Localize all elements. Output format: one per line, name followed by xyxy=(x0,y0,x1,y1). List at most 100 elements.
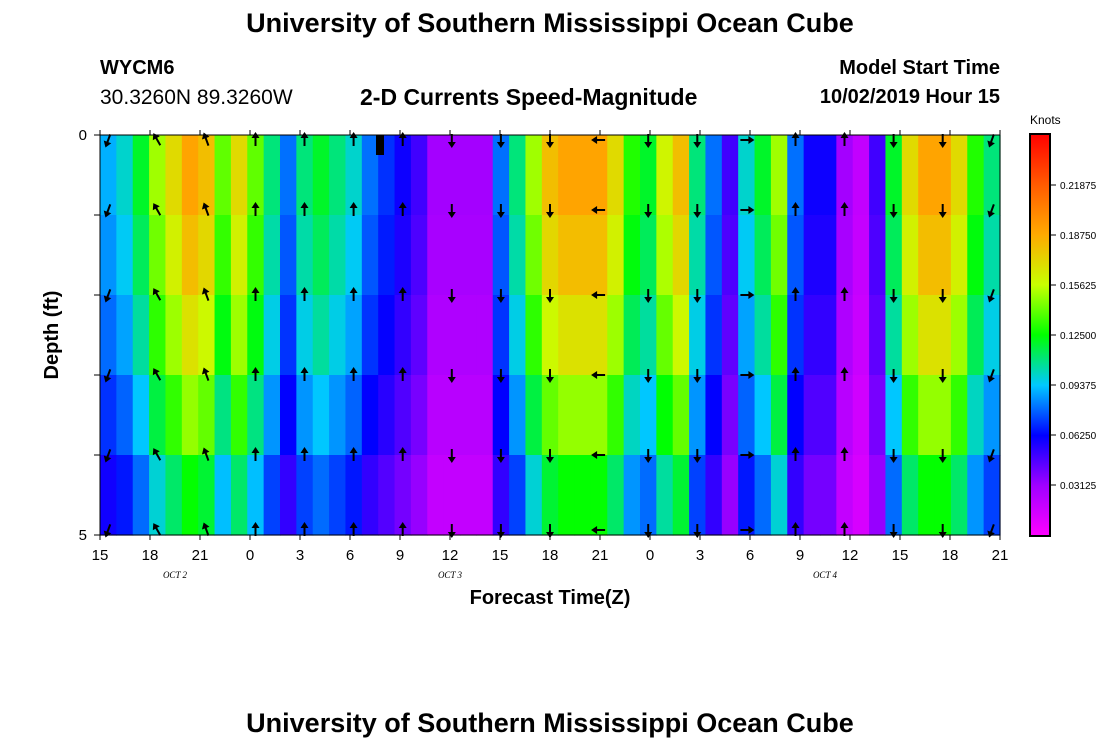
current-arrow xyxy=(740,526,755,534)
heatmap-cell xyxy=(623,135,641,216)
chart-title: University of Southern Mississippi Ocean… xyxy=(246,8,854,38)
heatmap-cell xyxy=(132,135,150,216)
heatmap-cell xyxy=(361,375,379,456)
current-arrow xyxy=(447,449,456,463)
heatmap-cell xyxy=(836,455,854,536)
heatmap-cell xyxy=(770,455,788,536)
heatmap-cell xyxy=(721,375,739,456)
heatmap-cell xyxy=(214,295,232,376)
colorbar-tick-label: 0.03125 xyxy=(1060,481,1097,492)
heatmap-cell xyxy=(476,135,494,216)
heatmap-cell xyxy=(869,455,887,536)
heatmap-cell xyxy=(476,295,494,376)
colorbar-title: Knots xyxy=(1030,113,1061,127)
heatmap-cell xyxy=(885,135,903,216)
heatmap-cell xyxy=(230,215,248,296)
current-arrow xyxy=(791,522,800,536)
heatmap-cell xyxy=(885,215,903,296)
current-arrow xyxy=(987,449,995,463)
heatmap-cell xyxy=(934,295,952,376)
heatmap-cell xyxy=(770,295,788,376)
heatmap-cell xyxy=(901,215,919,296)
heatmap-cell xyxy=(165,215,183,296)
heatmap-cell xyxy=(247,295,265,376)
heatmap-cell xyxy=(721,455,739,536)
current-arrow xyxy=(251,202,260,216)
heatmap-cell xyxy=(574,295,592,376)
heatmap-cell xyxy=(296,295,314,376)
current-arrow xyxy=(840,447,849,461)
colorbar-tick-label: 0.09375 xyxy=(1060,381,1097,392)
heatmap-cell xyxy=(100,215,117,296)
heatmap-cell xyxy=(770,135,788,216)
heatmap-cell xyxy=(623,455,641,536)
heatmap-cell xyxy=(492,215,510,296)
current-arrow xyxy=(251,522,260,536)
current-arrow xyxy=(693,369,702,383)
heatmap-cell xyxy=(852,215,870,296)
heatmap-cell xyxy=(329,135,347,216)
x-tick-label: 21 xyxy=(592,547,609,564)
heatmap-cell xyxy=(558,375,576,456)
model-start-value: 10/02/2019 Hour 15 xyxy=(819,86,1000,108)
current-arrow xyxy=(349,287,358,301)
current-arrow xyxy=(546,369,554,383)
heatmap-cell xyxy=(361,215,379,296)
heatmap-cell xyxy=(410,295,428,376)
current-arrow xyxy=(987,524,995,538)
heatmap-cell xyxy=(918,375,936,456)
current-arrow xyxy=(546,134,554,148)
heatmap-cell xyxy=(361,455,379,536)
heatmap-cell xyxy=(950,455,968,536)
current-arrow xyxy=(740,451,755,459)
x-tick-label: 12 xyxy=(442,547,459,564)
x-tick-label: 9 xyxy=(396,547,404,564)
heatmap-cell xyxy=(967,375,985,456)
current-arrow xyxy=(300,447,309,461)
heatmap-cell xyxy=(296,215,314,296)
y-tick-label: 0 xyxy=(79,127,87,144)
heatmap-cell xyxy=(345,295,363,376)
heatmap-cell xyxy=(345,375,363,456)
current-arrow xyxy=(398,447,407,461)
current-arrow xyxy=(201,367,210,381)
heatmap-cell xyxy=(280,375,297,456)
heatmap-cell xyxy=(312,135,330,216)
x-tick-label: 0 xyxy=(246,547,254,564)
x-tick-label: 12 xyxy=(842,547,859,564)
current-arrow xyxy=(201,132,210,146)
current-arrow xyxy=(152,368,162,381)
heatmap-cell xyxy=(280,295,297,376)
heatmap-cell xyxy=(149,455,167,536)
heatmap-cell xyxy=(378,215,396,296)
current-arrow xyxy=(300,367,309,381)
heatmap-cell xyxy=(263,215,281,296)
current-arrow xyxy=(447,289,456,303)
heatmap-cell xyxy=(918,215,936,296)
heatmap-cell xyxy=(394,135,412,216)
heatmap-cell xyxy=(574,455,592,536)
heatmap-cell xyxy=(950,375,968,456)
heatmap-cell xyxy=(820,135,837,216)
heatmap-cell xyxy=(672,295,690,376)
heatmap-cell xyxy=(607,295,625,376)
x-tick-label: 6 xyxy=(746,547,754,564)
heatmap-cell xyxy=(541,295,559,376)
heatmap-cell xyxy=(100,135,117,216)
current-arrow xyxy=(644,289,653,303)
heatmap-cell xyxy=(590,455,608,536)
heatmap-cell xyxy=(820,375,837,456)
current-arrow xyxy=(987,369,995,383)
current-arrow xyxy=(103,204,112,218)
current-arrow xyxy=(644,134,653,148)
current-arrow xyxy=(300,202,309,216)
heatmap-cell xyxy=(754,215,772,296)
heatmap-cell xyxy=(770,375,788,456)
current-arrow xyxy=(938,289,947,303)
current-arrow xyxy=(791,447,800,461)
current-arrow xyxy=(693,204,702,218)
heatmap-cell xyxy=(525,375,543,456)
heatmap-cell xyxy=(132,455,150,536)
heatmap-cell xyxy=(590,375,608,456)
heatmap-cell xyxy=(983,295,1001,376)
